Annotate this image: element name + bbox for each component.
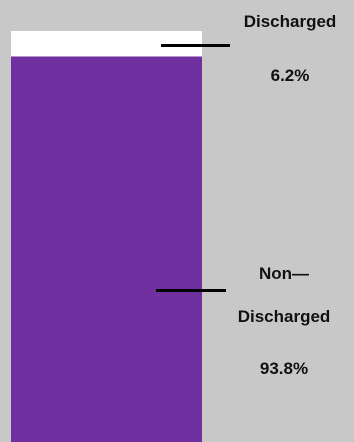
discharged-value-label: 6.2%: [270, 66, 310, 85]
bar-segment-non-discharged: [11, 56, 202, 442]
discharged-label: Discharged: [243, 12, 337, 31]
non-discharged-value-label: 93.8%: [259, 359, 309, 378]
non-discharged-label-line1: Non—: [258, 264, 310, 283]
non-discharged-leader-line: [156, 289, 226, 292]
bar-segment-discharged: [11, 31, 202, 57]
discharged-leader-line: [161, 44, 230, 47]
non-discharged-label-line2: Discharged: [237, 307, 331, 326]
